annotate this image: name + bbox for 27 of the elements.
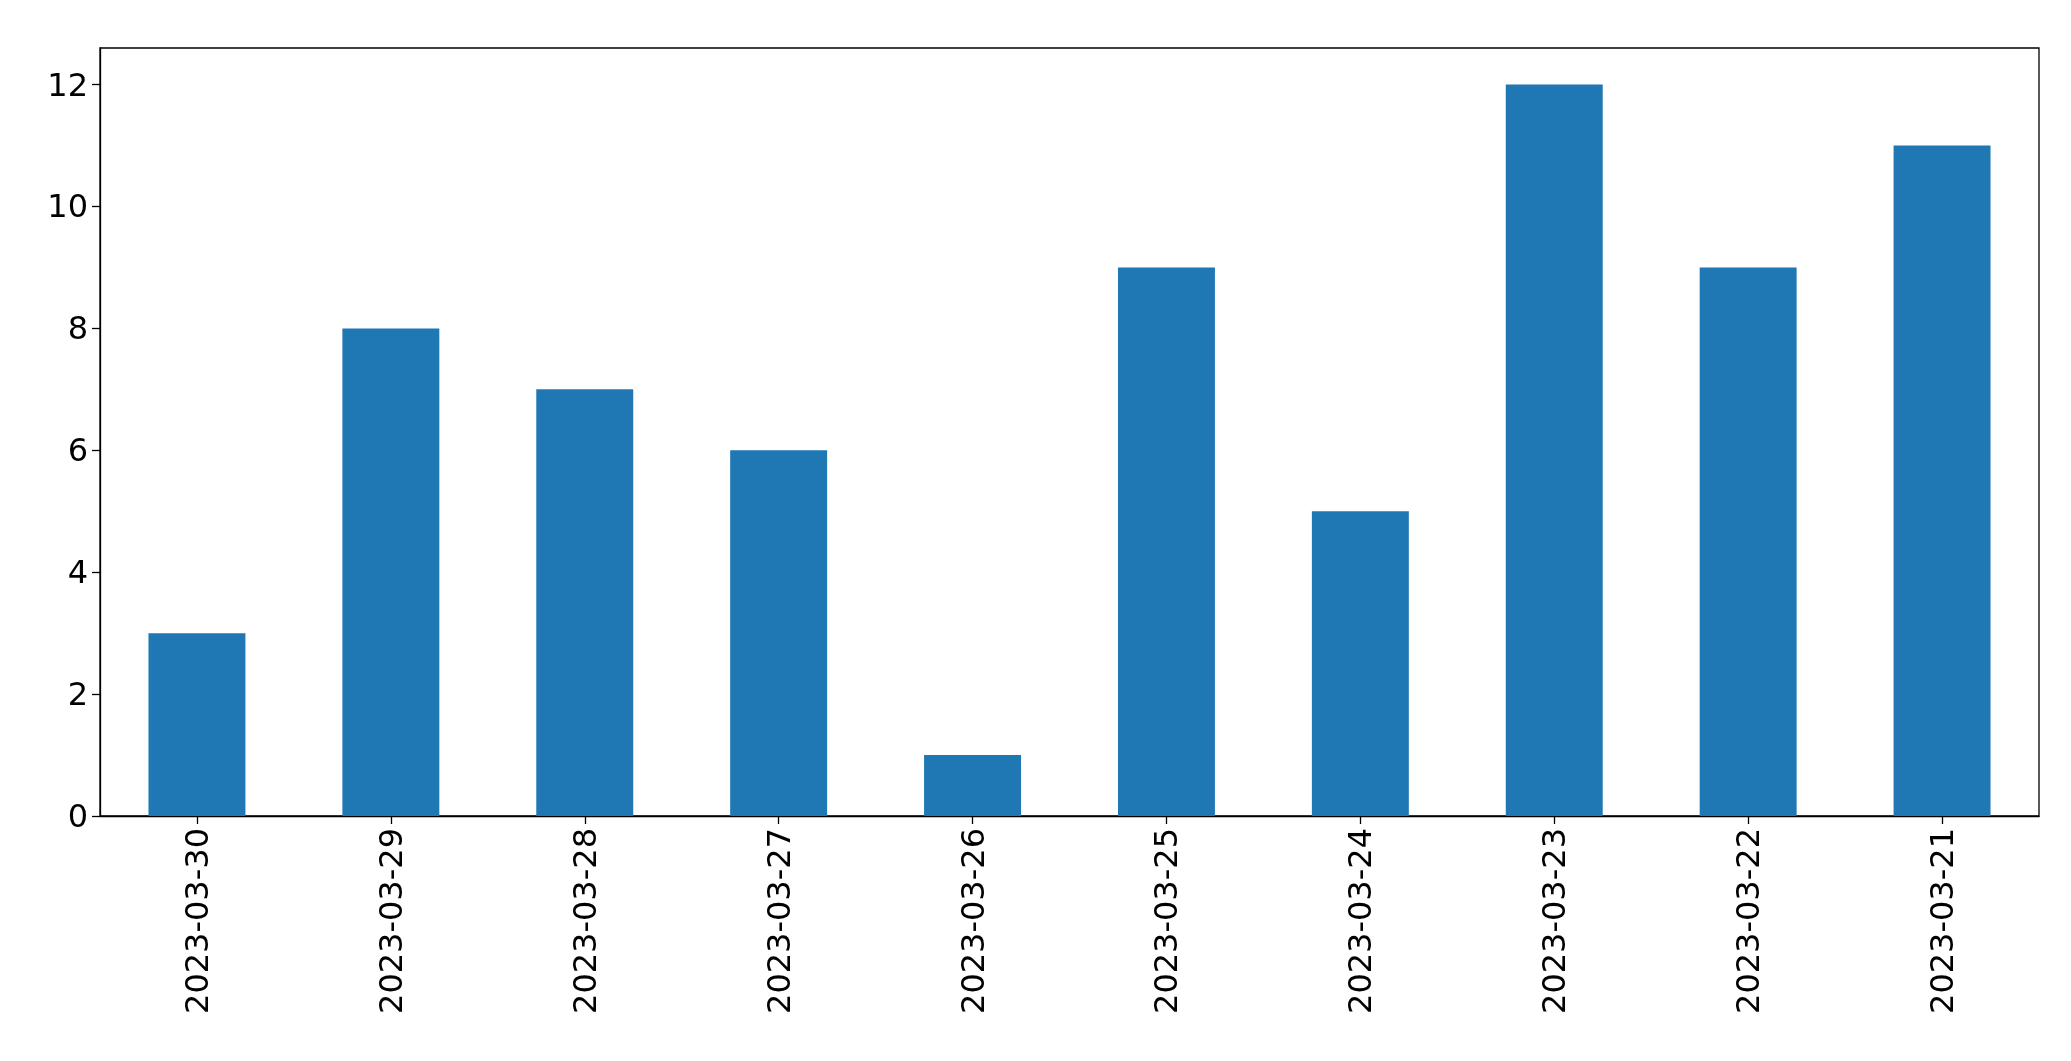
x-tick-label: 2023-03-25 [1147,828,1186,1014]
bar [536,389,634,816]
bar [1505,84,1603,816]
x-tick-label: 2023-03-30 [177,828,216,1014]
y-tick-label: 0 [67,797,88,835]
bar [1117,267,1215,816]
bar [1893,145,1991,816]
y-tick-label: 6 [67,431,88,470]
x-tick-label: 2023-03-27 [759,828,798,1014]
y-tick-label: 12 [47,65,88,104]
x-tick-label: 2023-03-23 [1535,828,1574,1014]
bar [148,633,246,816]
bar [1699,267,1797,816]
x-tick-label: 2023-03-22 [1729,828,1768,1014]
bar [730,450,828,816]
y-tick-label: 8 [67,309,88,348]
y-tick-label: 4 [67,553,88,592]
y-tick-label: 10 [47,187,88,226]
bar [924,755,1022,816]
x-tick-label: 2023-03-29 [371,828,410,1014]
bar [342,328,440,816]
x-tick-label: 2023-03-28 [565,828,604,1014]
x-tick-label: 2023-03-21 [1923,828,1962,1014]
bar [1311,511,1409,816]
y-tick-label: 2 [67,675,88,714]
x-tick-label: 2023-03-24 [1341,828,1380,1014]
x-tick-label: 2023-03-26 [953,828,992,1014]
